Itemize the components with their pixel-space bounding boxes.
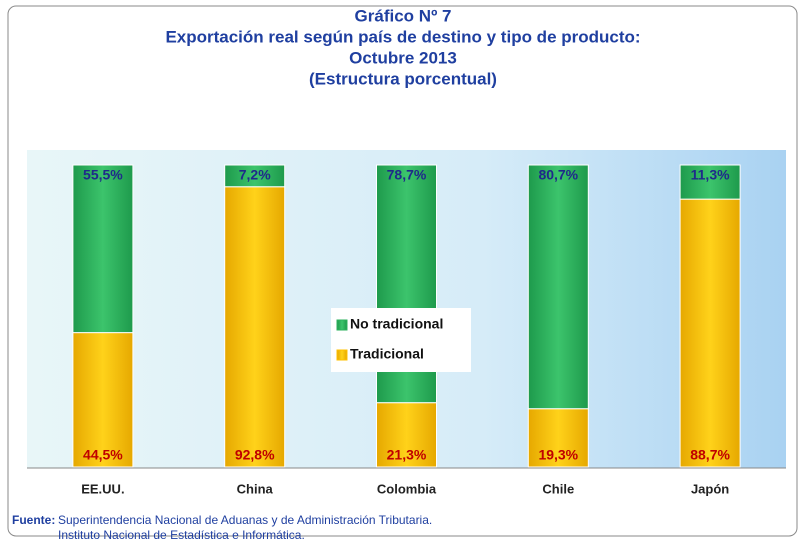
- value-label: 21,3%: [387, 447, 427, 463]
- bar-segment: [224, 164, 286, 188]
- x-tick-label: Chile: [542, 481, 574, 496]
- legend-swatch: [336, 349, 348, 361]
- x-tick-label: Japón: [691, 481, 729, 496]
- chart-title: Octubre 2013: [349, 48, 457, 67]
- value-label: 92,8%: [235, 447, 275, 463]
- value-label: 78,7%: [387, 167, 427, 183]
- bar-segment: [527, 164, 589, 410]
- bar-segment: [224, 186, 286, 468]
- value-label: 7,2%: [239, 167, 271, 183]
- bar-segment: [376, 402, 437, 468]
- chart-title: (Estructura porcentual): [309, 69, 497, 88]
- bar-segment: [72, 332, 134, 468]
- value-label: 80,7%: [538, 167, 578, 183]
- x-tick-label: China: [237, 481, 274, 496]
- value-label: 19,3%: [538, 447, 578, 463]
- x-tick-label: EE.UU.: [81, 481, 124, 496]
- value-label: 11,3%: [691, 167, 730, 183]
- value-label: 55,5%: [83, 167, 123, 183]
- source-label: Fuente:: [12, 513, 55, 527]
- source: Superintendencia Nacional de Aduanas y d…: [58, 513, 432, 527]
- source: Instituto Nacional de Estadística e Info…: [58, 528, 305, 542]
- bar-segment: [679, 164, 741, 200]
- chart-title: Exportación real según país de destino y…: [165, 27, 640, 46]
- x-tick-label: Colombia: [377, 481, 437, 496]
- legend-box: [331, 308, 471, 372]
- chart-title: Gráfico Nº 7: [355, 6, 452, 25]
- bar-segment: [72, 164, 134, 334]
- value-label: 88,7%: [690, 447, 730, 463]
- bar-segment: [527, 408, 589, 468]
- legend-label: No tradicional: [350, 316, 443, 332]
- legend-label: Tradicional: [350, 346, 424, 362]
- legend-swatch: [336, 319, 348, 331]
- bar-segment: [679, 198, 741, 468]
- value-label: 44,5%: [83, 447, 123, 463]
